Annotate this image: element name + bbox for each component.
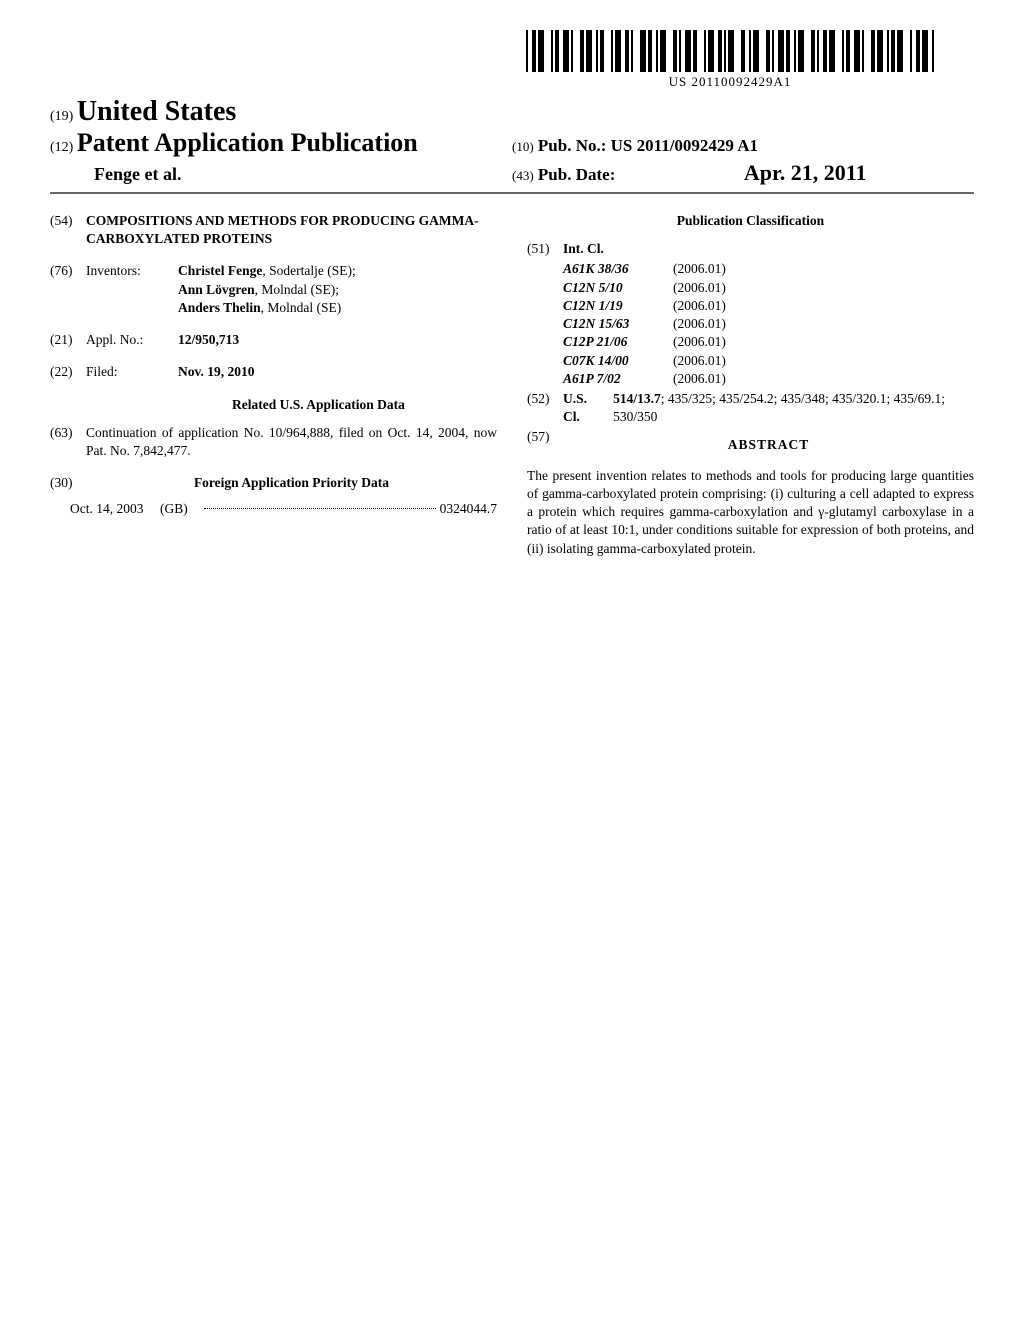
pub-date-code: (43) — [512, 168, 534, 183]
barcode-region: US 20110092429A1 — [50, 30, 974, 91]
intcl-row: C12N 1/19 (2006.01) — [563, 297, 974, 315]
inventor-name: Christel Fenge — [178, 263, 262, 278]
barcode: US 20110092429A1 — [526, 30, 934, 90]
inventor-loc: Sodertalje (SE); — [269, 263, 356, 278]
left-column: (54) COMPOSITIONS AND METHODS FOR PRODUC… — [50, 212, 497, 558]
intcl-label: Int. Cl. — [563, 240, 974, 258]
priority-country: (GB) — [160, 500, 200, 518]
inventors-label: Inventors: — [86, 262, 178, 317]
inventor-loc: Molndal (SE); — [261, 282, 339, 297]
pub-type-code: (12) — [50, 140, 73, 155]
foreign-priority-header-row: (30) Foreign Application Priority Data — [50, 474, 497, 492]
pub-no: US 2011/0092429 A1 — [611, 136, 758, 155]
dotted-leader — [204, 508, 436, 509]
inventors-code: (76) — [50, 262, 86, 317]
intcl-class: C07K 14/00 — [563, 352, 673, 370]
pub-date: Apr. 21, 2011 — [744, 160, 867, 185]
publication-type-row: (12) Patent Application Publication — [50, 128, 512, 158]
abstract-header: ABSTRACT — [563, 436, 974, 454]
intcl-class: C12N 15/63 — [563, 315, 673, 333]
intcl-version: (2006.01) — [673, 352, 763, 370]
appl-no-field: (21) Appl. No.: 12/950,713 — [50, 331, 497, 349]
filed-label: Filed: — [86, 363, 178, 381]
pub-no-code: (10) — [512, 139, 534, 154]
intcl-class: A61P 7/02 — [563, 370, 673, 388]
intcl-version: (2006.01) — [673, 297, 763, 315]
abstract-text: The present invention relates to methods… — [527, 467, 974, 558]
intcl-class: C12P 21/06 — [563, 333, 673, 351]
foreign-code: (30) — [50, 474, 86, 492]
right-column: Publication Classification (51) Int. Cl.… — [527, 212, 974, 558]
inventor-name: Anders Thelin — [178, 300, 261, 315]
intcl-class: C12N 5/10 — [563, 279, 673, 297]
publication-date-row: (43) Pub. Date: Apr. 21, 2011 — [512, 160, 974, 186]
uscl-primary: 514/13.7 — [613, 391, 661, 406]
continuation-field: (63) Continuation of application No. 10/… — [50, 424, 497, 460]
inventors-list: Christel Fenge, Sodertalje (SE); Ann Löv… — [178, 262, 497, 317]
inventor-name: Ann Lövgren — [178, 282, 255, 297]
appl-label: Appl. No.: — [86, 331, 178, 349]
intcl-class: C12N 1/19 — [563, 297, 673, 315]
pub-date-label: Pub. Date: — [538, 165, 615, 184]
intcl-version: (2006.01) — [673, 279, 763, 297]
authors-line: Fenge et al. — [50, 164, 512, 185]
intcl-version: (2006.01) — [673, 333, 763, 351]
intcl-row: C12N 15/63 (2006.01) — [563, 315, 974, 333]
title-field: (54) COMPOSITIONS AND METHODS FOR PRODUC… — [50, 212, 497, 248]
priority-date: Oct. 14, 2003 — [70, 500, 160, 518]
continuation-code: (63) — [50, 424, 86, 460]
abstract-code: (57) — [527, 428, 563, 462]
header-rule — [50, 192, 974, 194]
pub-no-label: Pub. No.: — [538, 136, 606, 155]
pub-type: Patent Application Publication — [77, 128, 418, 157]
authority-code: (19) — [50, 109, 73, 124]
intcl-table: A61K 38/36 (2006.01) C12N 5/10 (2006.01)… — [563, 260, 974, 388]
uscl-label: U.S. Cl. — [563, 391, 587, 424]
intcl-version: (2006.01) — [673, 315, 763, 333]
barcode-text: US 20110092429A1 — [526, 74, 934, 90]
intcl-row: C12N 5/10 (2006.01) — [563, 279, 974, 297]
uscl-field: (52) U.S. Cl. 514/13.7; 435/325; 435/254… — [527, 390, 974, 426]
abstract-header-row: (57) ABSTRACT — [527, 428, 974, 462]
intcl-row: A61K 38/36 (2006.01) — [563, 260, 974, 278]
intcl-version: (2006.01) — [673, 370, 763, 388]
inventors-field: (76) Inventors: Christel Fenge, Sodertal… — [50, 262, 497, 317]
priority-number: 0324044.7 — [440, 500, 497, 518]
intcl-code: (51) — [527, 240, 563, 258]
uscl-code: (52) — [527, 390, 563, 426]
title-code: (54) — [50, 212, 86, 248]
foreign-priority-header: Foreign Application Priority Data — [86, 474, 497, 492]
foreign-priority-table: Oct. 14, 2003 (GB) 0324044.7 — [70, 500, 497, 518]
intcl-row: C07K 14/00 (2006.01) — [563, 352, 974, 370]
intcl-row: A61P 7/02 (2006.01) — [563, 370, 974, 388]
uscl-rest: ; 435/325; 435/254.2; 435/348; 435/320.1… — [613, 391, 945, 424]
intcl-version: (2006.01) — [673, 260, 763, 278]
authority-name: United States — [77, 96, 236, 127]
intcl-row: C12P 21/06 (2006.01) — [563, 333, 974, 351]
intcl-field: (51) Int. Cl. — [527, 240, 974, 258]
related-app-header: Related U.S. Application Data — [220, 396, 417, 414]
inventor-loc: Molndal (SE) — [267, 300, 341, 315]
filed-field: (22) Filed: Nov. 19, 2010 — [50, 363, 497, 381]
pub-classification-header: Publication Classification — [527, 212, 974, 230]
appl-no: 12/950,713 — [178, 331, 497, 349]
publication-authority: (19) United States — [50, 96, 974, 128]
invention-title: COMPOSITIONS AND METHODS FOR PRODUCING G… — [86, 212, 497, 248]
intcl-class: A61K 38/36 — [563, 260, 673, 278]
filed-date: Nov. 19, 2010 — [178, 363, 497, 381]
continuation-text: Continuation of application No. 10/964,8… — [86, 424, 497, 460]
barcode-bars — [526, 30, 934, 72]
filed-code: (22) — [50, 363, 86, 381]
appl-code: (21) — [50, 331, 86, 349]
publication-number-row: (10) Pub. No.: US 2011/0092429 A1 — [512, 136, 974, 156]
